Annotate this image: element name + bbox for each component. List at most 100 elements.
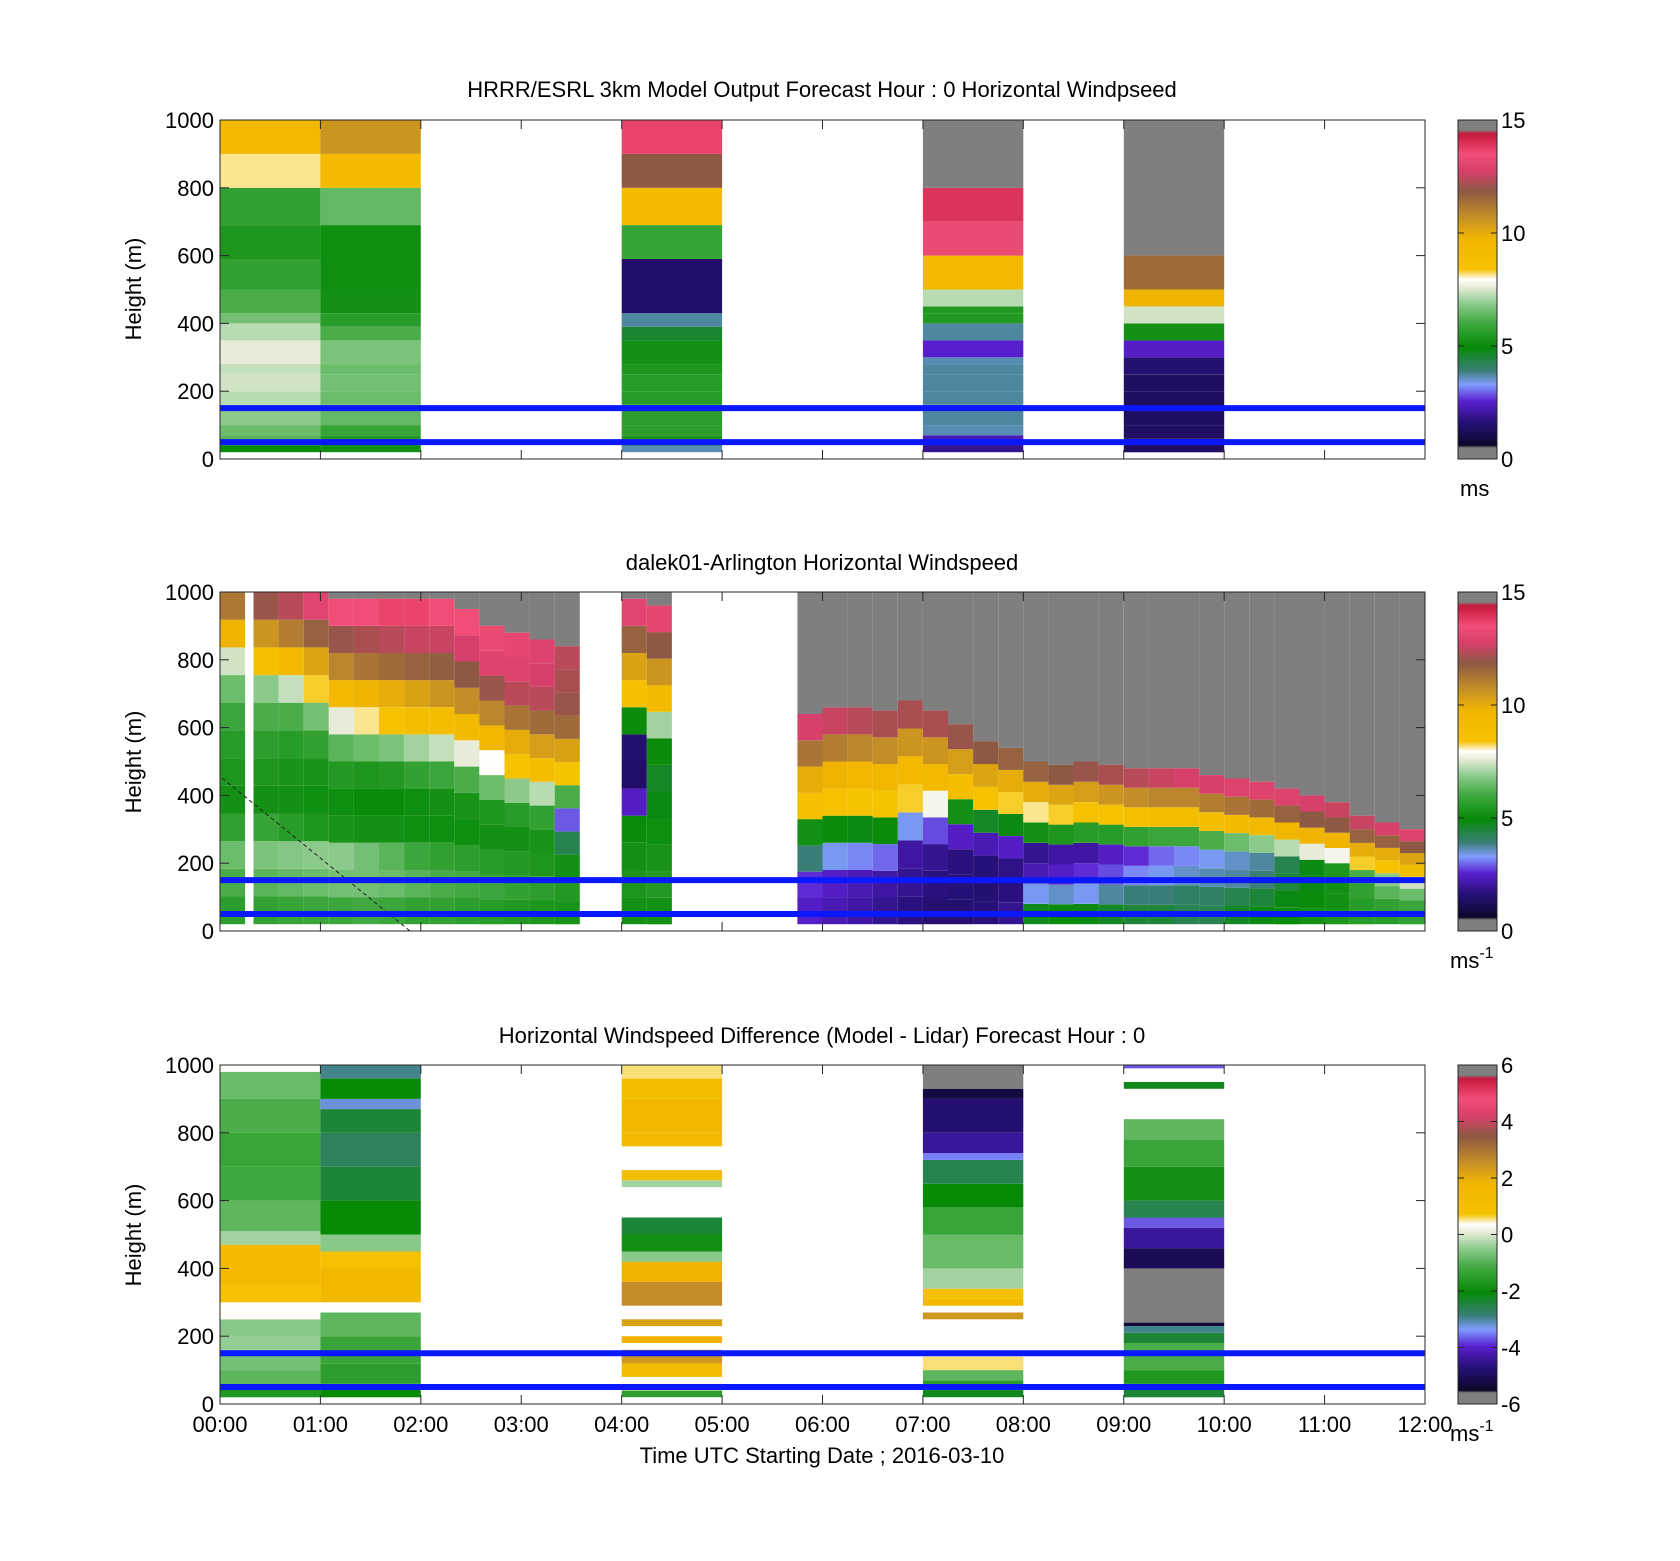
cell-0-3-12 [922, 289, 1024, 307]
cell-1-5-7 [353, 707, 379, 735]
cell-0-0-10 [220, 289, 321, 314]
cell-1-17-7 [822, 707, 848, 735]
cell-0-2-4 [621, 391, 723, 405]
colorbar-tick-label: 0 [1501, 447, 1513, 472]
cell-2-1-8 [320, 1200, 421, 1235]
ylabel-model: Height (m) [121, 238, 146, 341]
cell-1-13-9 [554, 692, 580, 716]
cell-2-4-11 [1123, 1166, 1225, 1201]
cell-1-7-11 [404, 598, 430, 626]
cell-2-3-4 [922, 1312, 1024, 1320]
cell-1-23-6 [973, 764, 999, 787]
cell-1-12-3 [529, 829, 555, 853]
cell-0-1-6 [320, 364, 421, 375]
cell-1-20-2 [897, 840, 923, 869]
cell-1-26-7 [1048, 764, 1074, 785]
cell-1-33-4 [1224, 833, 1250, 852]
cell-1-8-10 [429, 625, 455, 653]
cell-grey-23 [973, 592, 999, 742]
cell-1-7-1 [404, 870, 430, 898]
cell-1-4-9 [328, 653, 354, 681]
cell-1-12-4 [529, 805, 555, 830]
cell-1-0-7 [220, 702, 246, 731]
cell-1-4-2 [328, 842, 354, 870]
cell-1-34-5 [1249, 817, 1275, 836]
cell-1-11-10 [504, 657, 530, 682]
cell-0-3-14 [922, 221, 1024, 256]
cell-1-32-6 [1199, 793, 1225, 813]
cell-1-8-0 [429, 897, 455, 925]
xtick-label: 01:00 [293, 1412, 348, 1437]
cell-1-9-2 [454, 845, 480, 872]
cell-1-29-4 [1123, 826, 1149, 847]
cell-2-1-12 [320, 1098, 421, 1110]
cell-1-13-10 [554, 669, 580, 693]
cell-0-0-15 [220, 120, 321, 154]
cell-1-3-7 [303, 702, 329, 731]
cell-1-1-9 [253, 647, 279, 676]
cell-1-5-11 [353, 598, 379, 626]
cell-0-1-12 [320, 225, 421, 259]
cell-grey-22 [948, 592, 974, 725]
cell-1-0-4 [220, 785, 246, 814]
cell-1-18-5 [847, 761, 873, 789]
cell-0-4-5 [1123, 340, 1225, 358]
xtick-label: 03:00 [494, 1412, 549, 1437]
ylabel-difference: Height (m) [121, 1184, 146, 1287]
ytick-label: 0 [202, 1392, 214, 1417]
cell-1-36-3 [1299, 859, 1325, 876]
cell-1-23-4 [973, 809, 999, 833]
cell-1-22-3 [948, 824, 974, 850]
cell-1-13-5 [554, 785, 580, 809]
cell-1-28-1 [1098, 884, 1124, 905]
cell-1-39-2 [1374, 886, 1400, 899]
colorbar-unit: ms-1 [1450, 1418, 1494, 1446]
cell-1-0-2 [220, 841, 246, 869]
ytick-label: 600 [177, 1189, 214, 1214]
cell-2-1-13 [320, 1078, 421, 1099]
cell-1-2-2 [278, 841, 304, 869]
cell-1-23-1 [973, 878, 999, 902]
cell-1-5-2 [353, 842, 379, 870]
cell-1-14-3 [621, 815, 647, 843]
cell-2-1-5 [320, 1268, 421, 1303]
cell-1-6-11 [379, 598, 405, 626]
cell-1-10-6 [479, 750, 505, 776]
cell-1-1-7 [253, 702, 279, 731]
cell-1-15-2 [646, 844, 672, 872]
cell-1-18-3 [847, 815, 873, 843]
cell-1-16-6 [797, 740, 823, 767]
xtick-label: 07:00 [895, 1412, 950, 1437]
cell-grey-35 [1274, 592, 1300, 789]
cell-1-7-3 [404, 815, 430, 843]
cell-1-38-2 [1349, 883, 1375, 898]
cell-1-19-2 [872, 844, 898, 871]
cell-1-37-1 [1324, 893, 1350, 909]
cell-2-1-11 [320, 1109, 421, 1133]
cell-1-6-6 [379, 734, 405, 762]
xtick-label: 10:00 [1197, 1412, 1252, 1437]
cell-2-4-3 [1123, 1332, 1225, 1343]
ytick-label: 600 [177, 244, 214, 269]
colorbar-tick-label: 6 [1501, 1053, 1513, 1078]
cell-0-3-7 [922, 357, 1024, 365]
cell-1-9-1 [454, 871, 480, 898]
cell-1-8-6 [429, 734, 455, 762]
cell-1-37-7 [1324, 802, 1350, 818]
cell-1-21-1 [922, 870, 948, 898]
xtick-label: 00:00 [192, 1412, 247, 1437]
cell-1-21-4 [922, 790, 948, 818]
cell-1-11-2 [504, 851, 530, 876]
cell-grey-13 [554, 592, 580, 647]
cell-1-40-6 [1399, 841, 1425, 854]
cell-1-15-3 [646, 818, 672, 845]
cell-0-3-6 [922, 364, 1024, 375]
cell-1-40-0 [1399, 912, 1425, 925]
cell-1-17-0 [822, 897, 848, 925]
cell-0-0-9 [220, 313, 321, 324]
cell-0-3-0 [922, 445, 1024, 453]
cell-1-20-3 [897, 812, 923, 841]
cell-1-2-4 [278, 785, 304, 814]
cell-1-37-4 [1324, 847, 1350, 864]
cell-0-3-16 [922, 120, 1024, 188]
